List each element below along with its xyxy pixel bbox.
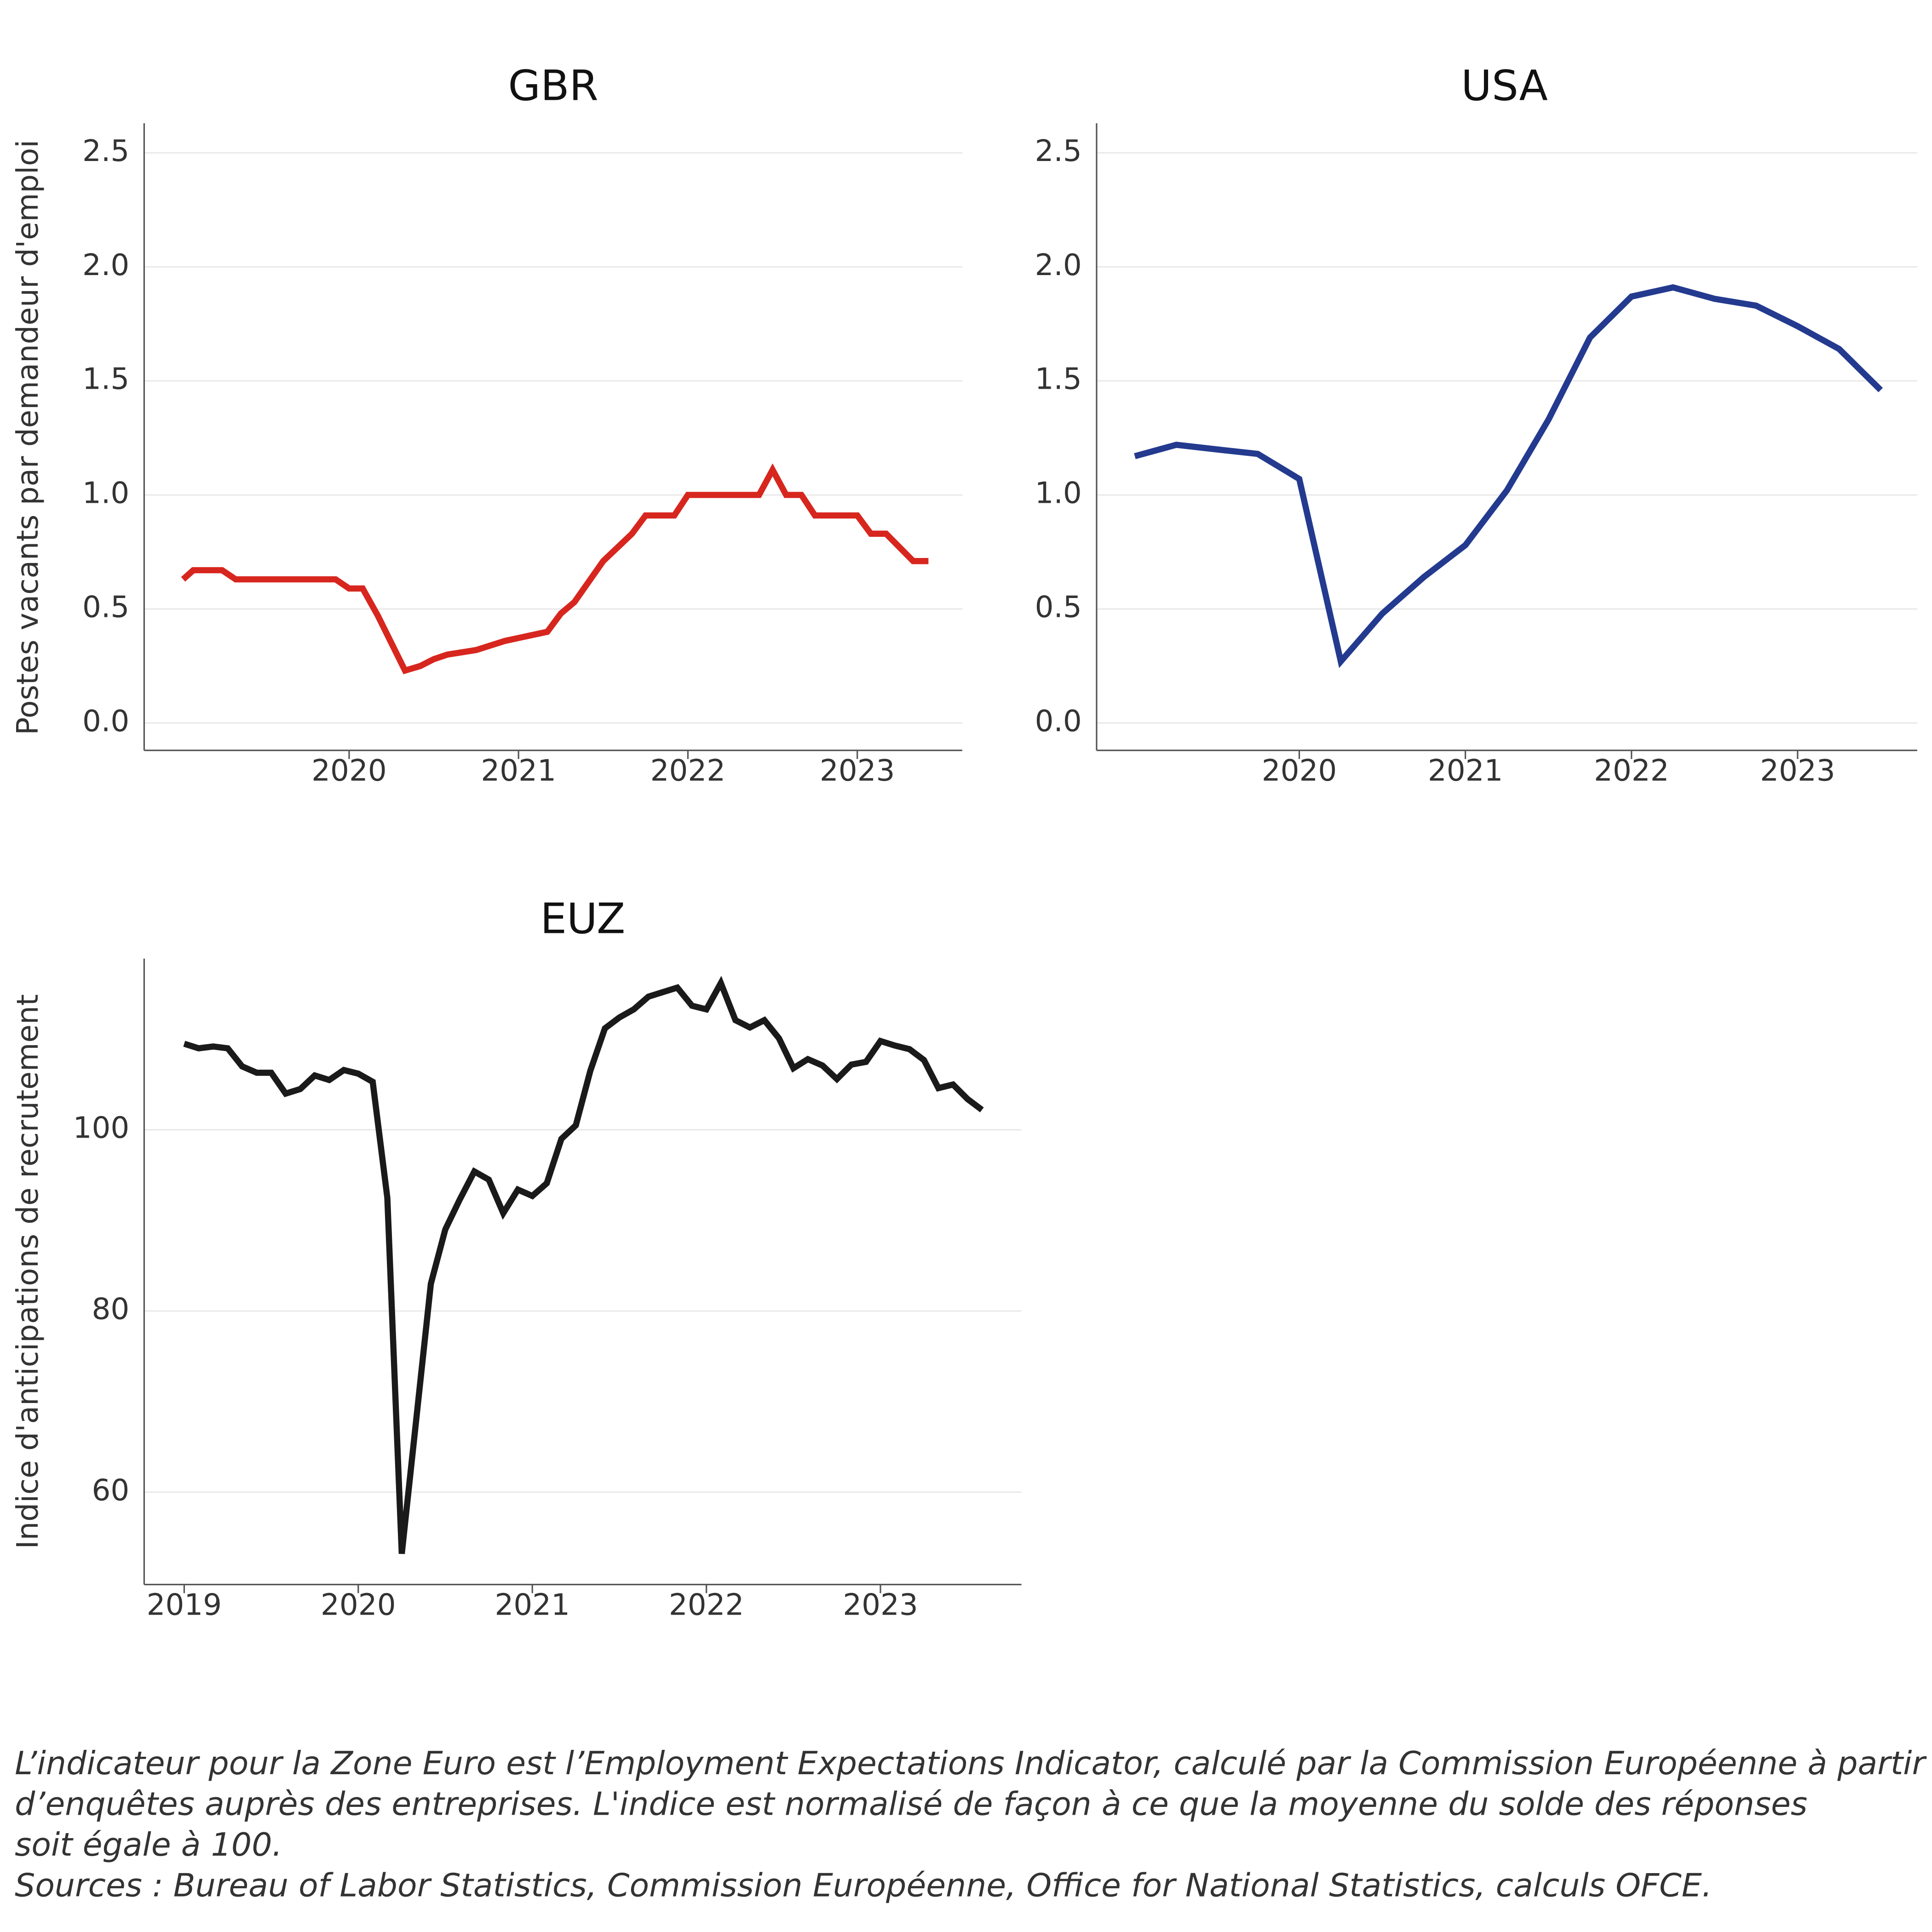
y-tick-label: 2.0 [82, 248, 129, 282]
chart-title: USA [1461, 62, 1547, 110]
y-tick-label: 1.5 [82, 362, 129, 397]
x-tick-label: 2019 [147, 1587, 222, 1622]
x-tick-label: 2020 [1262, 753, 1337, 788]
x-tick-label: 2020 [321, 1587, 396, 1622]
y-tick-label: 1.0 [82, 476, 129, 511]
x-tick-label: 2023 [843, 1587, 918, 1622]
y-tick-label: 2.5 [1035, 134, 1082, 168]
x-tick-label: 2022 [1594, 753, 1669, 788]
chart-title: GBR [508, 62, 598, 110]
x-tick-label: 2021 [1428, 753, 1503, 788]
note: soit égale à 100. [15, 1826, 282, 1863]
y-tick-label: 0.5 [82, 590, 129, 624]
note: d’enquêtes auprès des entreprises. L'ind… [15, 1786, 1807, 1823]
note: L’indicateur pour la Zone Euro est l’Emp… [15, 1745, 1927, 1782]
data-line [183, 976, 984, 1554]
y-tick-label: 100 [73, 1111, 130, 1145]
y-tick-label: 0.0 [82, 704, 129, 738]
data-line [1134, 284, 1883, 668]
note: Sources : Bureau of Labor Statistics, Co… [15, 1867, 1712, 1904]
x-tick-label: 2022 [669, 1587, 744, 1622]
y-axis-label: Postes vacants par demandeur d'emploi [11, 140, 45, 735]
x-tick-label: 2023 [820, 753, 895, 788]
y-tick-label: 1.5 [1035, 362, 1082, 397]
y-tick-label: 2.5 [82, 134, 129, 168]
y-tick-label: 2.0 [1035, 248, 1082, 282]
y-axis-label: Indice d'anticipations de recrutement [11, 994, 45, 1549]
x-tick-label: 2023 [1760, 753, 1835, 788]
y-tick-label: 0.5 [1035, 590, 1082, 624]
chart-title: EUZ [540, 894, 625, 943]
x-tick-label: 2020 [311, 753, 387, 788]
x-tick-label: 2021 [481, 753, 556, 788]
y-tick-label: 80 [92, 1292, 129, 1327]
x-tick-label: 2022 [650, 753, 726, 788]
y-tick-label: 60 [92, 1473, 129, 1507]
data-line [181, 463, 929, 674]
x-tick-label: 2021 [494, 1587, 570, 1622]
y-tick-label: 1.0 [1035, 476, 1082, 511]
y-tick-label: 0.0 [1035, 704, 1082, 738]
